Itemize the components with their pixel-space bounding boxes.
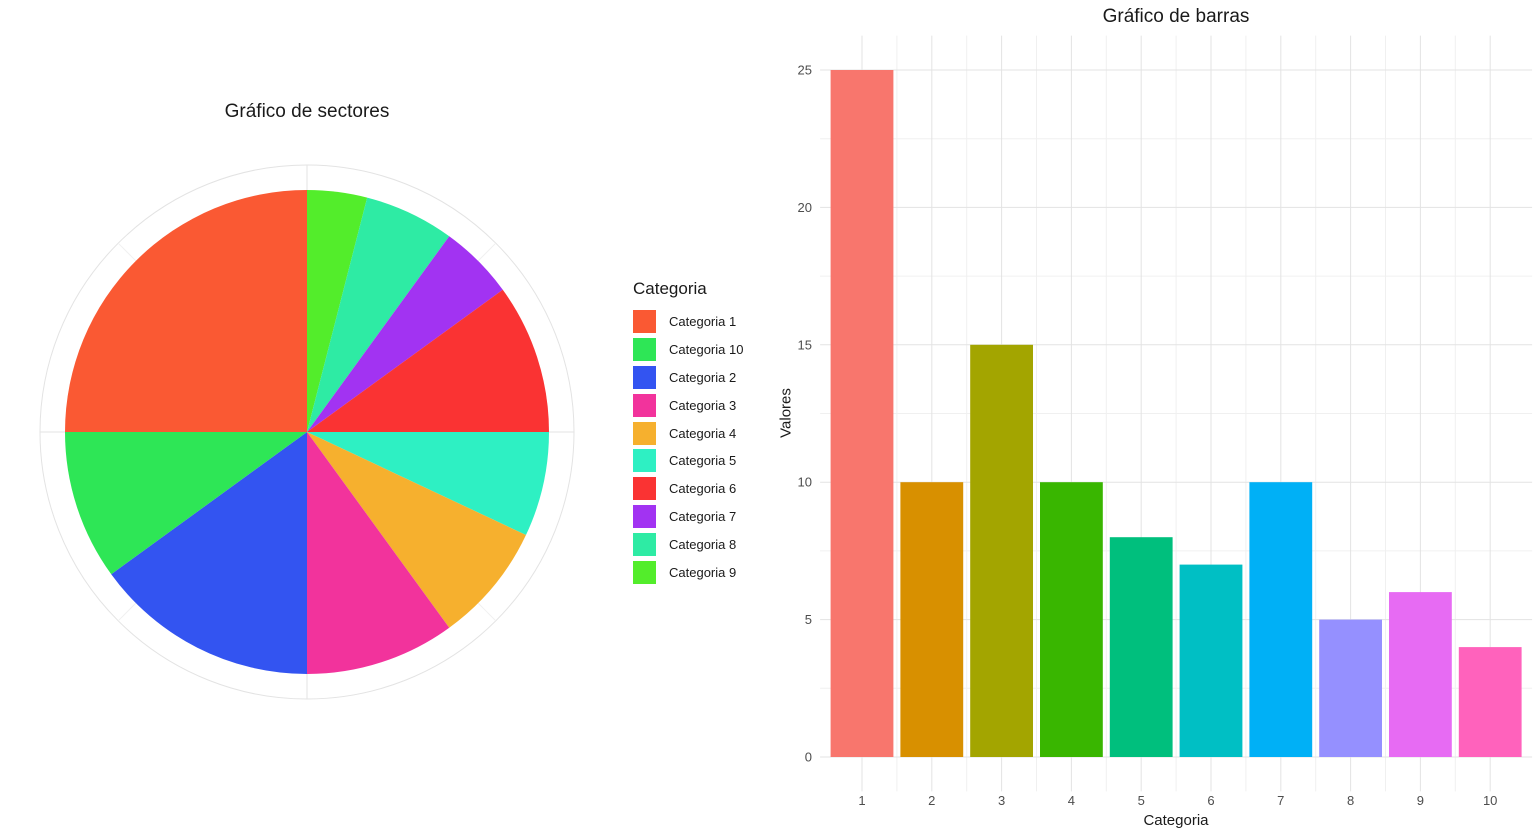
x-tick-label: 3 — [998, 793, 1005, 808]
x-tick-label: 4 — [1068, 793, 1075, 808]
y-tick-label: 0 — [805, 750, 812, 765]
pie-slice — [307, 432, 549, 536]
x-tick-label: 8 — [1347, 793, 1354, 808]
pie-slice — [307, 190, 368, 432]
legend-label: Categoria 4 — [669, 425, 737, 441]
bar-chart: 0 5 10 15 20 25 1 2 3 4 5 6 7 8 9 10 — [798, 35, 1533, 808]
y-tick-label: 5 — [805, 612, 812, 627]
x-axis-title: Categoria — [1143, 812, 1209, 829]
x-tick-label: 1 — [858, 793, 865, 808]
bar — [1040, 482, 1103, 757]
legend-item: Categoria 7 — [633, 503, 793, 531]
polar-grid-ray — [117, 242, 138, 263]
pie-slice — [307, 432, 526, 628]
y-tick-label: 10 — [798, 475, 812, 490]
pie-chart-title: Gráfico de sectores — [224, 101, 390, 122]
legend-label: Categoria 6 — [669, 481, 737, 497]
legend-swatch — [633, 560, 656, 584]
polar-grid-ray — [476, 242, 497, 263]
bar — [830, 70, 894, 757]
bar — [1458, 647, 1522, 757]
legend-item: Categoria 5 — [633, 447, 793, 475]
x-tick-label: 9 — [1417, 793, 1424, 808]
x-tick-label: 2 — [928, 793, 935, 808]
x-tick-label: 6 — [1207, 793, 1214, 808]
y-tick-label: 20 — [798, 200, 812, 215]
legend-swatch — [633, 504, 656, 528]
legend-item: Categoria 1 — [633, 308, 793, 336]
legend-label: Categoria 10 — [669, 342, 744, 358]
legend-label: Categoria 8 — [669, 536, 737, 552]
legend-item: Categoria 10 — [633, 336, 793, 364]
legend-swatch — [633, 393, 656, 417]
legend-label: Categoria 2 — [669, 369, 737, 385]
legend-swatch — [633, 532, 656, 556]
bar — [1179, 564, 1243, 757]
polar-grid-ray — [117, 601, 138, 622]
legend-item: Categoria 8 — [633, 530, 793, 558]
pie-legend-title: Categoria — [633, 279, 707, 298]
pie-legend: Categoria Categoria 1 Categoria 10 Categor… — [633, 279, 793, 586]
legend-label: Categoria 3 — [669, 397, 737, 413]
pie-slice — [307, 197, 450, 432]
x-tick-label: 5 — [1138, 793, 1145, 808]
pie-slice — [307, 236, 503, 432]
bar — [1389, 592, 1452, 757]
legend-item: Categoria 4 — [633, 419, 793, 447]
legend-item: Categoria 3 — [633, 391, 793, 419]
legend-item: Categoria 6 — [633, 475, 793, 503]
x-tick-label: 7 — [1277, 793, 1284, 808]
legend-label: Categoria 5 — [669, 453, 737, 469]
x-tick-label: 10 — [1483, 793, 1497, 808]
legend-item: Categoria 9 — [633, 558, 793, 586]
bar — [900, 482, 964, 757]
pie-chart — [39, 164, 575, 700]
legend-label: Categoria 9 — [669, 564, 737, 580]
y-tick-label: 25 — [798, 63, 812, 78]
pie-legend-items: Categoria 1 Categoria 10 Categoria 2 Catego… — [633, 308, 793, 586]
pie-slice — [65, 190, 307, 432]
bar — [1249, 482, 1313, 757]
legend-swatch — [633, 421, 656, 445]
legend-label: Categoria 1 — [669, 314, 737, 330]
polar-grid-ray — [476, 601, 497, 622]
legend-swatch — [633, 338, 656, 362]
bar-chart-title: Gráfico de barras — [1102, 6, 1250, 27]
bar — [1319, 619, 1382, 757]
legend-swatch — [633, 365, 656, 389]
legend-label: Categoria 7 — [669, 508, 737, 524]
legend-swatch — [633, 449, 656, 473]
legend-swatch — [633, 310, 656, 334]
bar — [970, 344, 1033, 757]
bar — [1109, 537, 1173, 757]
pie-slice — [65, 432, 307, 575]
legend-swatch — [633, 477, 656, 501]
pie-slice — [307, 289, 549, 432]
pie-slice — [307, 432, 450, 674]
legend-item: Categoria 2 — [633, 364, 793, 392]
y-tick-label: 15 — [798, 337, 812, 352]
pie-slice — [111, 432, 307, 674]
